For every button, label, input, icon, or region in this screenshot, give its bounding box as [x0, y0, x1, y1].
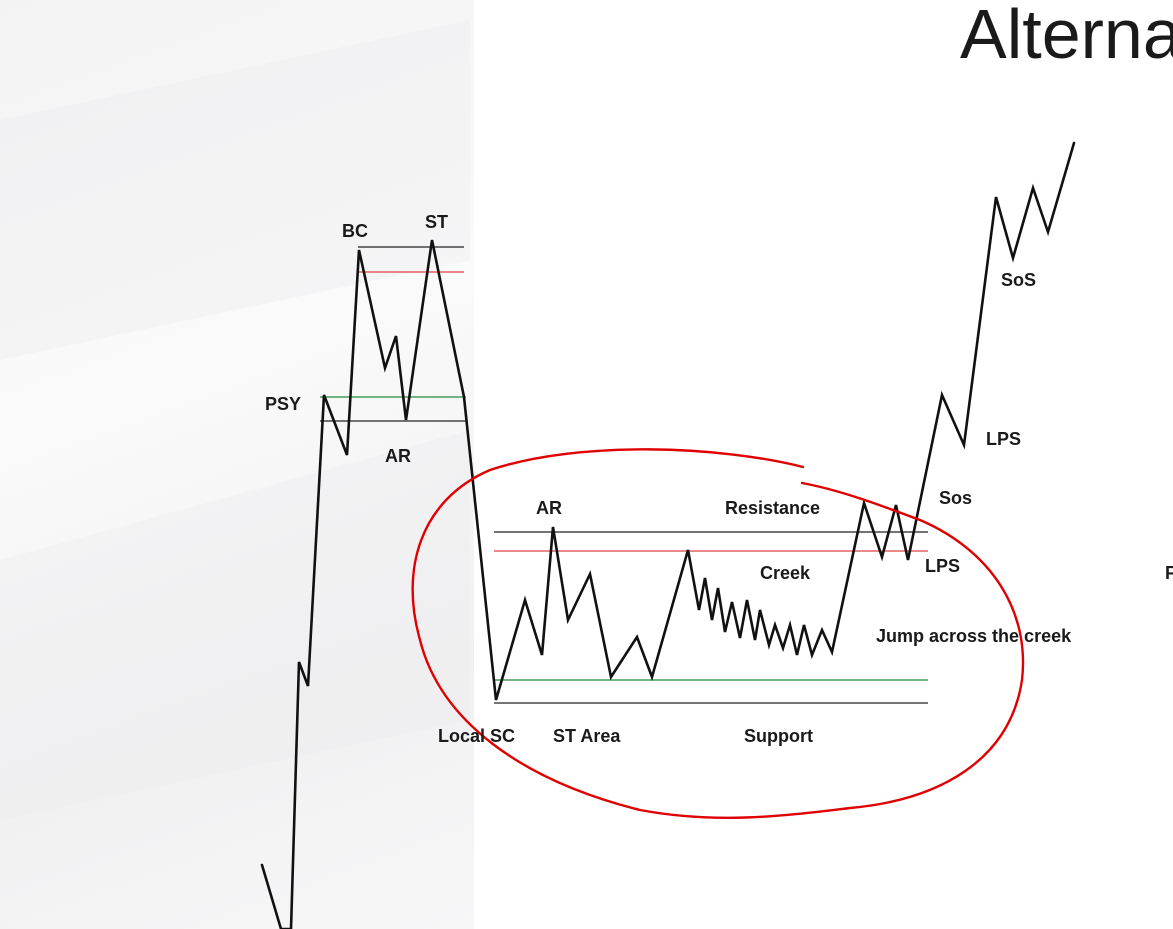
label-support: Support — [744, 726, 813, 746]
label-cut-right: F — [1165, 563, 1173, 583]
accumulation-circle — [411, 448, 1025, 819]
label-ar-top: AR — [385, 446, 411, 466]
label-local-sc: Local SC — [438, 726, 515, 746]
label-bc: BC — [342, 221, 368, 241]
label-sos-low: Sos — [939, 488, 972, 508]
background-panel — [0, 0, 474, 929]
label-psy: PSY — [265, 394, 301, 414]
label-st-top: ST — [425, 212, 448, 232]
label-jump: Jump across the creek — [876, 626, 1072, 646]
label-st-area: ST Area — [553, 726, 621, 746]
price-line — [260, 141, 1076, 929]
label-sos-high: SoS — [1001, 270, 1036, 290]
label-lps-high: LPS — [986, 429, 1021, 449]
background-shape — [0, 430, 470, 820]
label-resistance: Resistance — [725, 498, 820, 518]
background-shape — [0, 20, 470, 360]
title: Alterna — [960, 0, 1173, 73]
label-lps-low: LPS — [925, 556, 960, 576]
label-ar-range: AR — [536, 498, 562, 518]
label-creek: Creek — [760, 563, 811, 583]
